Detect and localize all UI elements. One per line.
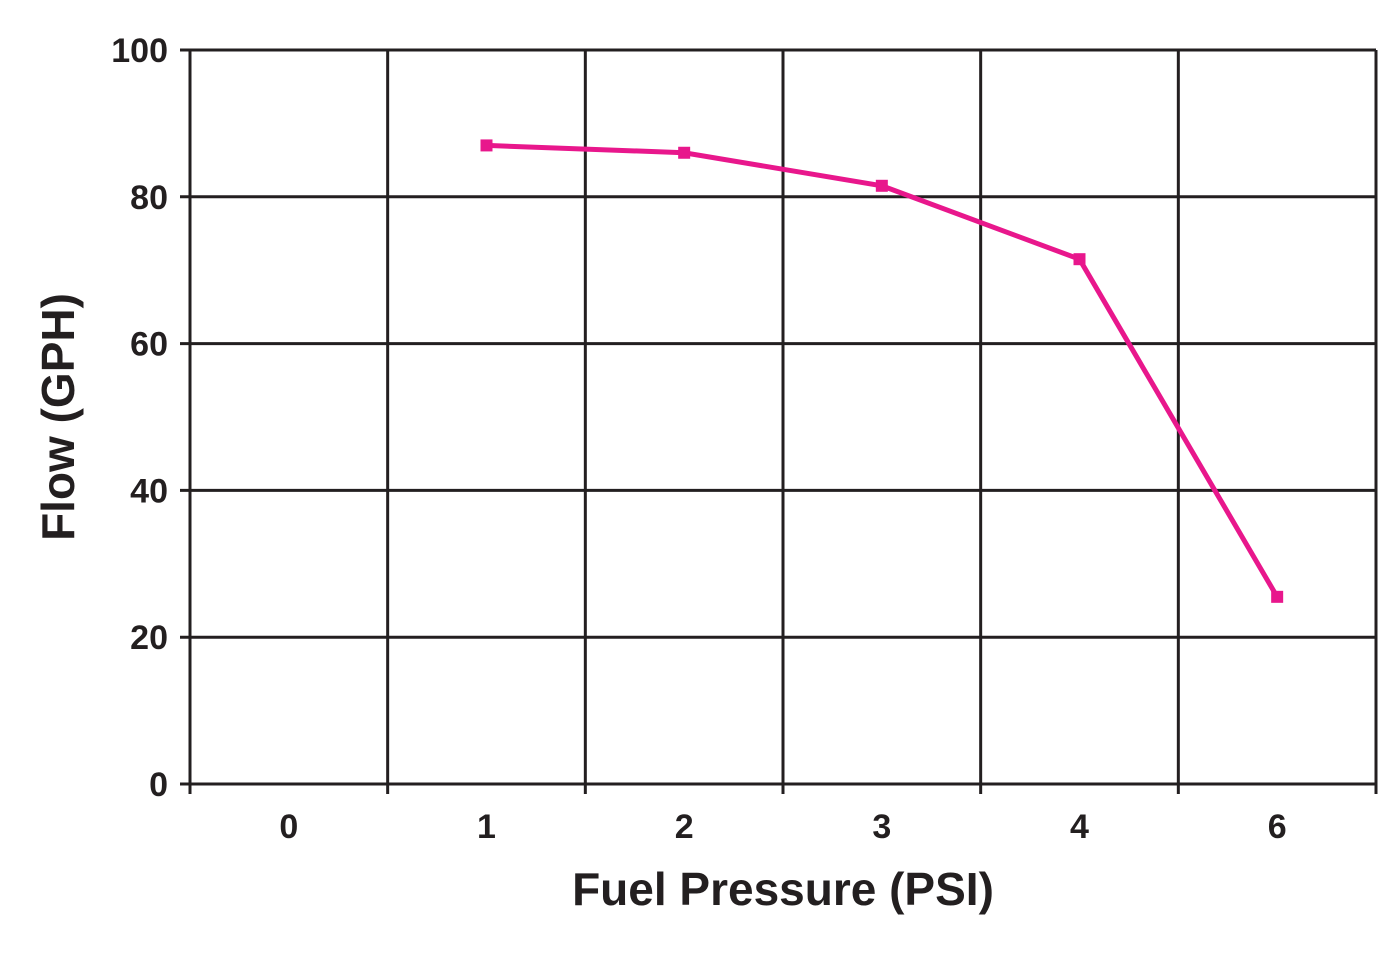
y-tick-label: 100: [111, 32, 168, 70]
x-tick-label: 1: [477, 808, 496, 846]
grid: [180, 48, 1378, 794]
y-tick-label: 60: [130, 326, 168, 364]
x-tick-labels: 0 1 2 3 4 6: [279, 808, 1286, 846]
data-point-marker: [1073, 253, 1086, 266]
data-point-marker: [1271, 590, 1284, 603]
y-tick-label: 0: [149, 766, 168, 804]
y-tick-labels: 0 20 40 60 80 100: [111, 32, 168, 804]
x-tick-label: 2: [675, 808, 694, 846]
data-point-marker: [678, 146, 691, 159]
y-tick-label: 40: [130, 472, 168, 510]
data-point-marker: [480, 139, 493, 152]
x-tick-label: 3: [872, 808, 891, 846]
y-tick-label: 20: [130, 619, 168, 657]
x-tick-label: 6: [1268, 808, 1287, 846]
series-line: [486, 142, 1280, 599]
data-point-marker: [875, 179, 888, 192]
series-flow: [480, 139, 1284, 603]
x-axis-label: Fuel Pressure (PSI): [572, 863, 994, 915]
x-tick-label: 0: [279, 808, 298, 846]
x-tick-label: 4: [1070, 808, 1089, 846]
y-tick-label: 80: [130, 179, 168, 217]
y-axis-label: Flow (GPH): [32, 293, 84, 541]
